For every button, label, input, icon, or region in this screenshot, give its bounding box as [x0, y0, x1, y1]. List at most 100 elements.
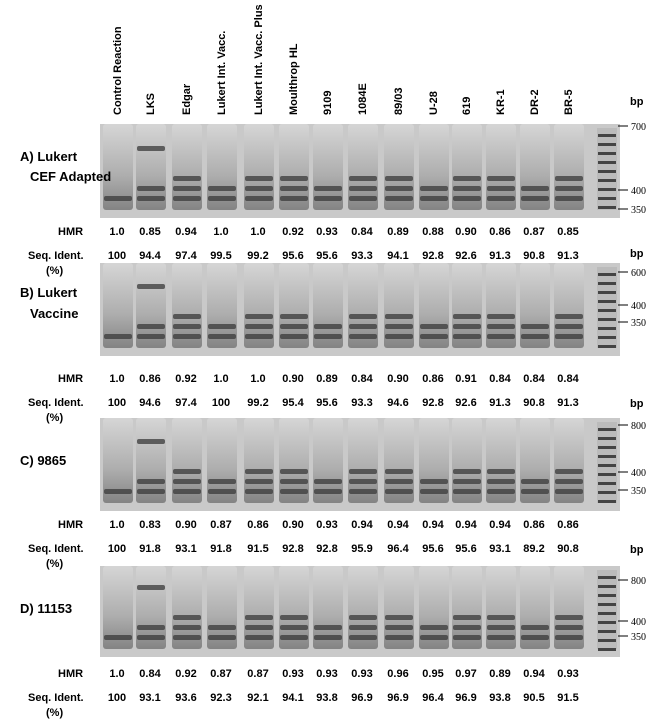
hmr-value: 0.90 [387, 373, 408, 385]
gel-band [208, 334, 236, 339]
seq-value: 90.8 [523, 250, 544, 262]
seq-value: 97.4 [175, 250, 197, 262]
hmr-value: 0.84 [489, 373, 511, 385]
gel-band [349, 615, 377, 620]
gel-band [137, 479, 165, 484]
hmr-value: 0.89 [316, 373, 337, 385]
hmr-value: 0.94 [351, 519, 373, 531]
hmr-value: 0.92 [282, 226, 303, 238]
gel-band [208, 635, 236, 640]
bp-unit: bp [630, 544, 644, 556]
seq-value: 92.8 [316, 543, 337, 555]
lane-label: BR-5 [563, 89, 575, 115]
seq-value: 93.8 [489, 692, 510, 704]
hmr-value: 0.87 [523, 226, 544, 238]
gel-band [137, 196, 165, 201]
gel-band [104, 334, 132, 339]
ladder-band [598, 630, 616, 633]
seq-value: 89.2 [523, 543, 544, 555]
gel-band [420, 479, 448, 484]
gel-band [349, 479, 377, 484]
hmr-value: 0.90 [282, 373, 303, 385]
seq-value: 94.4 [139, 250, 161, 262]
panel-label: B) Lukert [20, 285, 78, 300]
hmr-value: 1.0 [213, 373, 228, 385]
hmr-value: 0.86 [489, 226, 510, 238]
gel-band [487, 324, 515, 329]
gel-band [453, 469, 481, 474]
seq-label: Seq. Ident. [28, 250, 84, 262]
gel-band [349, 635, 377, 640]
hmr-value: 0.94 [175, 226, 197, 238]
hmr-value: 0.84 [351, 373, 373, 385]
ladder [597, 422, 617, 503]
gel-band [314, 196, 342, 201]
ladder-band [598, 282, 616, 285]
gel-band [555, 635, 583, 640]
hmr-value: 0.94 [523, 668, 545, 680]
ladder-band [598, 464, 616, 467]
hmr-value: 0.84 [139, 668, 161, 680]
gel-band [349, 625, 377, 630]
gel-band [349, 469, 377, 474]
seq-value: 100 [108, 692, 126, 704]
ladder-band [598, 273, 616, 276]
gel-band [349, 196, 377, 201]
gel-band [208, 186, 236, 191]
marker-label: 350 [631, 486, 646, 497]
gel-band [521, 635, 549, 640]
hmr-value: 0.89 [489, 668, 510, 680]
gel-band [453, 334, 481, 339]
gel-band [314, 186, 342, 191]
hmr-value: 0.93 [316, 226, 337, 238]
seq-value: 93.1 [139, 692, 160, 704]
gel-band [420, 324, 448, 329]
gel-band [208, 479, 236, 484]
gel-band [555, 615, 583, 620]
gel-lane [103, 418, 133, 503]
seq-value: 91.8 [139, 543, 160, 555]
gel-band [137, 334, 165, 339]
gel-band [555, 479, 583, 484]
gel-band [280, 625, 308, 630]
seq-value: 92.1 [247, 692, 268, 704]
hmr-value: 1.0 [250, 226, 265, 238]
marker-label: 600 [631, 268, 646, 279]
gel-band [453, 324, 481, 329]
gel-band [137, 324, 165, 329]
hmr-label: HMR [58, 668, 83, 680]
gel-band [245, 314, 273, 319]
gel-band [173, 324, 201, 329]
gel-band [555, 196, 583, 201]
gel-band [521, 489, 549, 494]
seq-value: 94.6 [139, 397, 160, 409]
ladder-band [598, 500, 616, 503]
seq-value: 92.3 [210, 692, 231, 704]
seq-value: 92.8 [282, 543, 303, 555]
gel-band [104, 196, 132, 201]
seq-value: 90.8 [557, 543, 578, 555]
ladder-band [598, 576, 616, 579]
gel-band [555, 334, 583, 339]
hmr-value: 0.92 [175, 373, 196, 385]
gel-band [173, 186, 201, 191]
seq-value: 91.3 [557, 250, 578, 262]
gel-band [280, 615, 308, 620]
seq-value: 92.8 [422, 250, 443, 262]
seq-value: 93.3 [351, 397, 372, 409]
lane-label: Control Reaction [112, 26, 124, 115]
gel-band [555, 314, 583, 319]
seq-value: 91.5 [247, 543, 268, 555]
gel-band [385, 186, 413, 191]
gel-band [385, 489, 413, 494]
gel-band [487, 489, 515, 494]
hmr-value: 0.93 [557, 668, 578, 680]
hmr-value: 0.85 [557, 226, 578, 238]
gel-band [349, 314, 377, 319]
gel-band [420, 334, 448, 339]
gel-band [104, 635, 132, 640]
hmr-value: 1.0 [250, 373, 265, 385]
hmr-value: 0.87 [247, 668, 268, 680]
hmr-value: 0.85 [139, 226, 160, 238]
gel-band [420, 196, 448, 201]
